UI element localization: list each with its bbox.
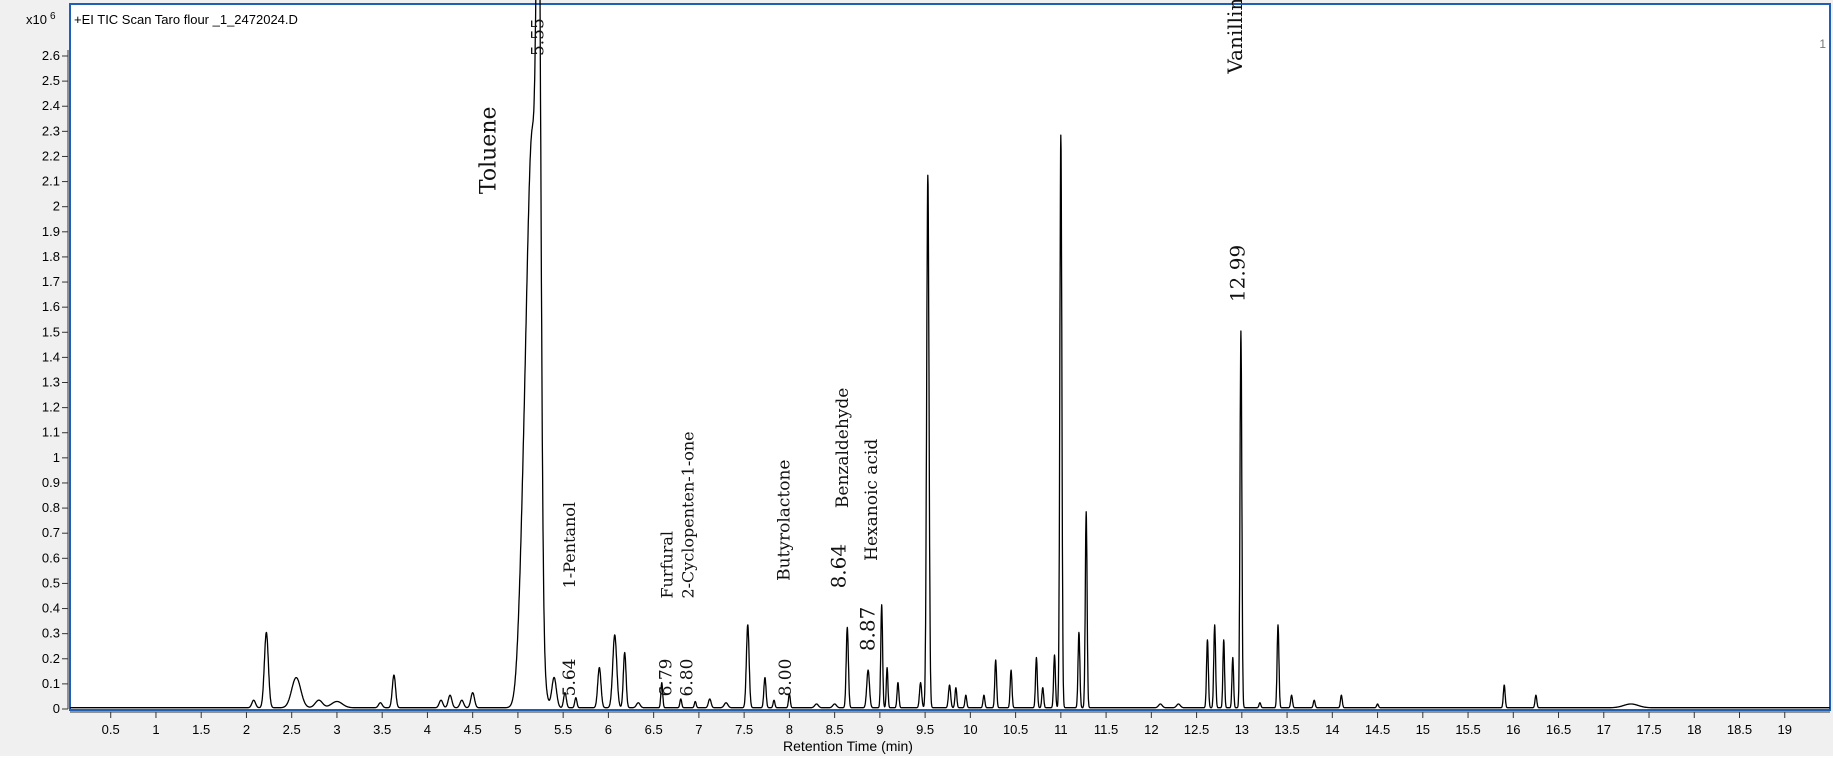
x-tick-label: 3.5 <box>373 722 391 737</box>
peak-annotations: Toluene 5.55 1-Pentanol 5.64 Furfural 6.79 2-C… <box>476 0 1249 696</box>
y-tick-label: 0.1 <box>42 676 60 691</box>
y-tick-label: 0.8 <box>42 500 60 515</box>
y-tick-label: 2 <box>53 199 60 214</box>
x-tick-label: 12 <box>1144 722 1158 737</box>
x-tick-label: 12.5 <box>1184 722 1209 737</box>
peak-annotation: Butyrolactone <box>774 459 794 580</box>
y-tick-label: 1.1 <box>42 425 60 440</box>
y-multiplier-base: x10 <box>26 12 47 27</box>
peak-annotation: Hexanoic acid <box>862 439 882 561</box>
y-tick-label: 2.1 <box>42 174 60 189</box>
x-tick-label: 6 <box>605 722 612 737</box>
y-tick-label: 2.3 <box>42 123 60 138</box>
peak-annotation: 12.99 <box>1226 245 1250 302</box>
x-tick-label: 2.5 <box>283 722 301 737</box>
x-tick-label: 0.5 <box>102 722 120 737</box>
x-tick-label: 13 <box>1235 722 1249 737</box>
x-tick-label: 1.5 <box>192 722 210 737</box>
x-tick-label: 18 <box>1687 722 1701 737</box>
tic-trace <box>69 0 1831 709</box>
y-tick-label: 1 <box>53 450 60 465</box>
peak-annotation: 8.00 <box>776 659 796 697</box>
y-tick-label: 1.9 <box>42 224 60 239</box>
x-tick-label: 14.5 <box>1365 722 1390 737</box>
x-tick-label: 7 <box>695 722 702 737</box>
x-tick-label: 14 <box>1325 722 1339 737</box>
x-tick-label: 7.5 <box>735 722 753 737</box>
x-tick-label: 4 <box>424 722 431 737</box>
peak-annotation: Toluene <box>476 106 501 194</box>
x-tick-label: 4.5 <box>464 722 482 737</box>
x-tick-label: 15.5 <box>1455 722 1480 737</box>
x-tick-label: 11 <box>1054 722 1068 737</box>
x-tick-label: 5 <box>514 722 521 737</box>
y-tick-label: 0.4 <box>42 601 60 616</box>
x-tick-label: 15 <box>1416 722 1430 737</box>
peak-annotation: 6.79 <box>657 658 677 696</box>
y-tick-label: 0.7 <box>42 525 60 540</box>
x-tick-label: 9 <box>876 722 883 737</box>
y-multiplier-label: x10 6 <box>26 11 56 27</box>
x-axis-label: Retention Time (min) <box>783 738 913 754</box>
y-tick-label: 1.2 <box>42 400 60 415</box>
y-tick-label: 1.8 <box>42 249 60 264</box>
x-tick-label: 8 <box>786 722 793 737</box>
peak-annotation: 1-Pentanol <box>560 502 579 588</box>
y-tick-label: 1.4 <box>42 349 60 364</box>
peak-annotation: 5.55 <box>528 18 548 56</box>
x-tick-label: 2 <box>243 722 250 737</box>
x-tick-label: 17 <box>1597 722 1611 737</box>
peak-annotation: 8.64 <box>827 544 851 589</box>
x-tick-label: 10 <box>963 722 977 737</box>
x-tick-label: 16.5 <box>1546 722 1571 737</box>
peak-annotation: 5.64 <box>560 659 580 697</box>
x-tick-label: 17.5 <box>1636 722 1661 737</box>
x-tick-label: 9.5 <box>916 722 934 737</box>
peak-annotation: 8.87 <box>855 607 879 652</box>
y-tick-label: 0 <box>53 701 60 716</box>
y-tick-label: 0.6 <box>42 550 60 565</box>
tic-trace-line <box>69 0 1831 709</box>
y-tick-label: 1.5 <box>42 324 60 339</box>
corner-number: 1 <box>1819 37 1826 51</box>
y-multiplier-exponent: 6 <box>50 11 56 22</box>
y-tick-label: 2.5 <box>42 73 60 88</box>
x-tick-label: 13.5 <box>1274 722 1299 737</box>
peak-annotation: Benzaldehyde <box>833 388 853 508</box>
peak-annotation: Furfural <box>658 531 677 599</box>
y-tick-label: 0.5 <box>42 575 60 590</box>
window-title: +EI TIC Scan Taro flour _1_2472024.D <box>74 12 298 27</box>
x-tick-label: 11.5 <box>1094 722 1118 737</box>
x-tick-label: 8.5 <box>826 722 844 737</box>
x-tick-label: 5.5 <box>554 722 572 737</box>
y-axis: 0 0.1 0.2 0.3 0.4 0.5 0.6 0.7 0.8 0.9 1 1.1 1.2 1.3 1.… <box>42 48 69 716</box>
y-tick-label: 2.4 <box>42 98 60 113</box>
y-tick-label: 0.2 <box>42 651 60 666</box>
y-tick-label: 2.2 <box>42 148 60 163</box>
y-tick-label: 1.6 <box>42 299 60 314</box>
y-tick-label: 1.3 <box>42 375 60 390</box>
y-tick-label: 0.3 <box>42 626 60 641</box>
y-tick-label: 1.7 <box>42 274 60 289</box>
x-axis: 0.5 1 1.5 2 2.5 3 3.5 4 4.5 5 5.5 6 6.5 7 7.5 8 8.5 9 9.5 1… <box>70 711 1830 737</box>
y-tick-label: 0.9 <box>42 475 60 490</box>
peak-annotation: 2-Cyclopenten-1-one <box>678 431 697 598</box>
peak-annotation: 6.80 <box>678 659 698 697</box>
x-tick-label: 10.5 <box>1003 722 1028 737</box>
peak-annotation: Vanillin <box>1223 0 1247 75</box>
plot-area <box>69 3 1831 711</box>
x-tick-label: 6.5 <box>645 722 663 737</box>
x-tick-label: 1 <box>152 722 159 737</box>
x-tick-label: 3 <box>333 722 340 737</box>
y-tick-label: 2.6 <box>42 48 60 63</box>
x-tick-label: 19 <box>1778 722 1792 737</box>
x-tick-label: 16 <box>1506 722 1520 737</box>
x-tick-label: 18.5 <box>1727 722 1752 737</box>
